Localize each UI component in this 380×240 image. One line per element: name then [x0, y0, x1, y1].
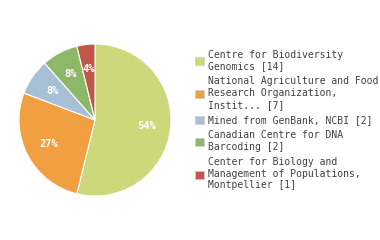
Wedge shape — [77, 44, 95, 120]
Text: 8%: 8% — [65, 69, 77, 79]
Text: 27%: 27% — [40, 139, 59, 149]
Text: 8%: 8% — [46, 86, 59, 96]
Wedge shape — [44, 46, 95, 120]
Text: 4%: 4% — [82, 64, 95, 74]
Legend: Centre for Biodiversity
Genomics [14], National Agriculture and Food
Research Or: Centre for Biodiversity Genomics [14], N… — [195, 49, 378, 191]
Wedge shape — [19, 93, 95, 194]
Wedge shape — [24, 63, 95, 120]
Wedge shape — [77, 44, 171, 196]
Text: 54%: 54% — [137, 121, 156, 131]
